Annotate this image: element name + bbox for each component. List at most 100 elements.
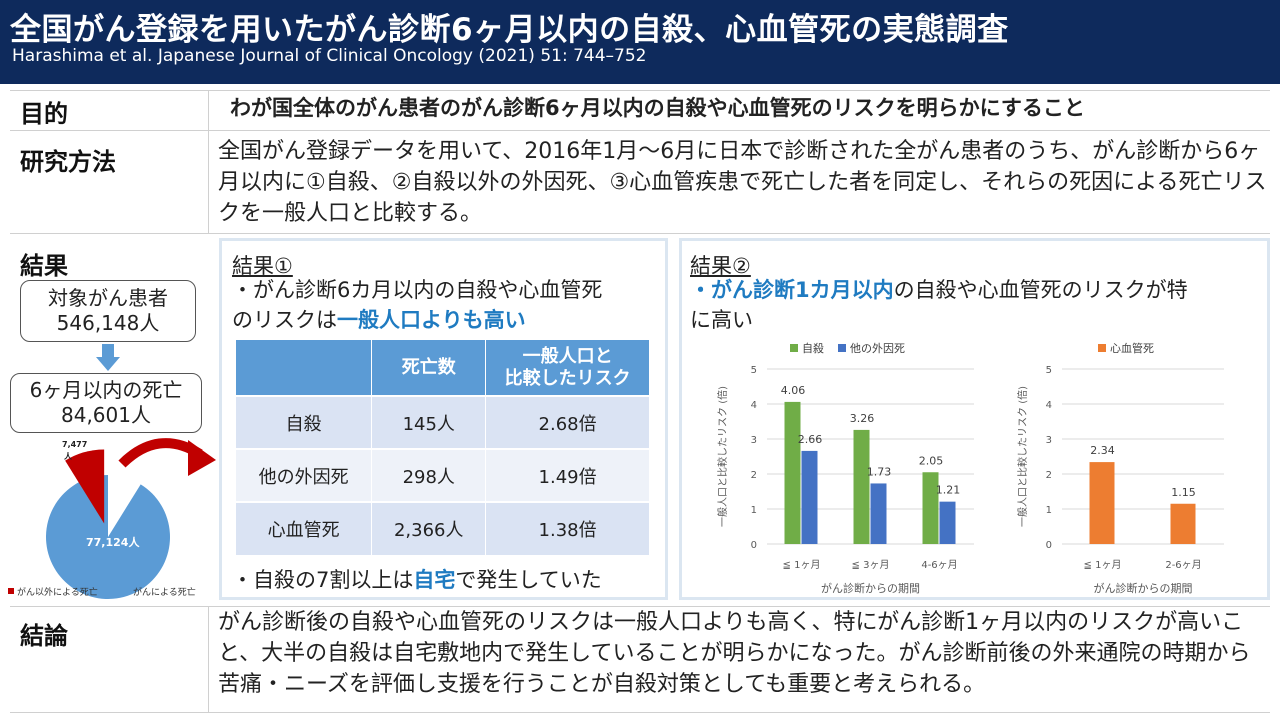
- bar-他の外因死: [870, 483, 887, 544]
- bar-心血管死: [1089, 462, 1115, 544]
- conclusion-label: 結論: [20, 622, 68, 650]
- x-tick-label: 2-6ヶ月: [1165, 559, 1201, 571]
- pie-slice-cancer-deaths: [45, 475, 170, 599]
- legend-entry: 他の外因死: [850, 342, 905, 355]
- objective-label: 目的: [20, 100, 68, 128]
- y-tick-label: 3: [1046, 435, 1052, 446]
- row-divider: [10, 712, 1270, 713]
- result1-summary: ・がん診断6カ月以内の自殺や心血管死 のリスクは一般人口よりも高い: [232, 275, 602, 335]
- bar-data-label: 2.66: [798, 433, 823, 446]
- result2-title: 結果②: [690, 254, 751, 278]
- row-divider: [10, 606, 1270, 607]
- table-cell-deaths: 145人: [371, 395, 487, 449]
- column-divider: [208, 606, 209, 712]
- bar-data-label: 2.34: [1090, 444, 1115, 457]
- bar-data-label: 3.26: [850, 412, 875, 425]
- death-cause-pie-chart: 7,477 人 77,124人 がん以外による死亡 がんによる死亡: [8, 440, 196, 599]
- header-banner: 全国がん登録を用いたがん診断6ヶ月以内の自殺、心血管死の実態調査 Harashi…: [0, 0, 1280, 84]
- table-cell-risk: 1.38倍: [485, 501, 650, 555]
- y-tick-label: 4: [1046, 400, 1052, 411]
- legend-swatch: [790, 344, 798, 352]
- bar-data-label: 1.21: [936, 484, 961, 497]
- table-cell-risk: 2.68倍: [485, 395, 650, 449]
- curved-arrow-icon: [118, 438, 216, 476]
- row-divider: [10, 233, 1270, 234]
- result2-highlight: がん診断1カ月以内: [711, 278, 894, 302]
- cardiovascular-risk-chart: 0 1 2 3 4 5 一般人口と比較したリスク (倍) がん診断からの期間 ≦ 1ヶ月 2.34…: [1016, 341, 1224, 595]
- y-axis-label: 一般人口と比較したリスク (倍): [716, 386, 729, 527]
- legend-swatch-other: [8, 588, 14, 594]
- deaths-count: 84,601人: [61, 403, 151, 427]
- result1-line1: ・がん診断6カ月以内の自殺や心血管死: [232, 278, 603, 302]
- table-row: 他の外因死 298人 1.49倍: [236, 448, 650, 502]
- bar-data-label: 1.15: [1171, 486, 1196, 499]
- y-tick-label: 0: [751, 540, 757, 551]
- x-tick-label: ≦ 3ヶ月: [852, 559, 890, 571]
- x-tick-label: ≦ 1ヶ月: [1084, 559, 1122, 571]
- legend-cancer-deaths: がんによる死亡: [133, 586, 196, 598]
- y-tick-label: 5: [1046, 365, 1052, 376]
- bar-自殺: [853, 429, 870, 544]
- column-divider: [208, 90, 209, 233]
- y-tick-label: 1: [751, 505, 757, 516]
- table-header-empty: [236, 340, 373, 396]
- bar-data-label: 2.05: [919, 454, 944, 467]
- objective-text: わが国全体のがん患者のがん診断6ヶ月以内の自殺や心血管死のリスクを明らかにするこ…: [230, 96, 1085, 120]
- deaths-box: 6ヶ月以内の死亡 84,601人: [10, 373, 202, 433]
- bar-他の外因死: [939, 501, 956, 544]
- legend-entry: 自殺: [802, 341, 824, 355]
- result1-footer: ・自殺の7割以上は自宅で発生していた: [232, 568, 602, 592]
- bar-他の外因死: [801, 450, 818, 544]
- table-cell-cause: 心血管死: [236, 501, 373, 555]
- x-axis-label: がん診断からの期間: [1094, 581, 1193, 595]
- table-row: 自殺 145人 2.68倍: [236, 395, 650, 449]
- bar-心血管死: [1170, 503, 1196, 544]
- target-label: 対象がん患者: [48, 286, 168, 310]
- table-cell-deaths: 2,366人: [371, 501, 487, 555]
- bar-data-label: 4.06: [781, 384, 806, 397]
- legend-swatch-cancer: [124, 588, 130, 594]
- x-axis-label: がん診断からの期間: [821, 581, 920, 595]
- bar-自殺: [922, 472, 939, 544]
- down-arrow-icon: [96, 344, 120, 371]
- legend-entry: 心血管死: [1110, 341, 1154, 355]
- table-row: 心血管死 2,366人 1.38倍: [236, 501, 650, 555]
- home-highlight: 自宅: [413, 568, 456, 592]
- target-count: 546,148人: [56, 311, 160, 335]
- result2-summary: ・がん診断1カ月以内の自殺や心血管死のリスクが特 に高い: [690, 278, 1188, 332]
- y-tick-label: 1: [1046, 505, 1052, 516]
- y-tick-label: 2: [1046, 470, 1052, 481]
- result1-highlight: 一般人口よりも高い: [337, 308, 526, 332]
- result1-line2: のリスクは一般人口よりも高い: [232, 308, 526, 332]
- risk-table: 死亡数 一般人口と 比較したリスク 自殺 145人 2.68倍 他の外因死 29…: [236, 340, 650, 555]
- deaths-label: 6ヶ月以内の死亡: [29, 378, 183, 402]
- pie-slice-other-deaths: [65, 449, 105, 524]
- legend-swatch: [1098, 344, 1106, 352]
- pie-label-cancer-deaths: 77,124人: [86, 535, 140, 549]
- pie-label-other-deaths: 7,477: [62, 440, 87, 449]
- citation: Harashima et al. Japanese Journal of Cli…: [12, 46, 647, 66]
- row-divider: [10, 130, 1270, 131]
- table-header-row: 死亡数 一般人口と 比較したリスク: [236, 340, 650, 396]
- pie-unit-label: 人: [64, 451, 73, 461]
- row-divider: [10, 90, 1270, 91]
- bar-自殺: [784, 401, 801, 544]
- y-tick-label: 0: [1046, 540, 1052, 551]
- table-cell-risk: 1.49倍: [485, 448, 650, 502]
- y-tick-label: 3: [751, 435, 757, 446]
- conclusion-text: がん診断後の自殺や心血管死のリスクは一般人口よりも高く、特にがん診断1ヶ月以内の…: [218, 610, 1251, 697]
- legend-swatch: [838, 344, 846, 352]
- y-axis-label: 一般人口と比較したリスク (倍): [1016, 386, 1029, 527]
- bar-data-label: 1.73: [867, 465, 892, 478]
- external-death-risk-chart: 0 1 2 3 4 5 一般人口と比較したリスク (倍) がん診断からの期間≦ 1ヶ月 4.06…: [716, 341, 974, 595]
- x-tick-label: 4-6ヶ月: [921, 559, 957, 571]
- y-tick-label: 4: [751, 400, 757, 411]
- table-header-deaths: 死亡数: [371, 340, 487, 396]
- results-label: 結果: [20, 252, 68, 280]
- page-title: 全国がん登録を用いたがん診断6ヶ月以内の自殺、心血管死の実態調査: [10, 12, 1009, 48]
- x-tick-label: ≦ 1ヶ月: [783, 559, 821, 571]
- table-header-risk: 一般人口と 比較したリスク: [485, 340, 650, 396]
- y-tick-label: 5: [751, 365, 757, 376]
- methods-label: 研究方法: [20, 148, 116, 176]
- target-patients-box: 対象がん患者 546,148人: [20, 280, 196, 342]
